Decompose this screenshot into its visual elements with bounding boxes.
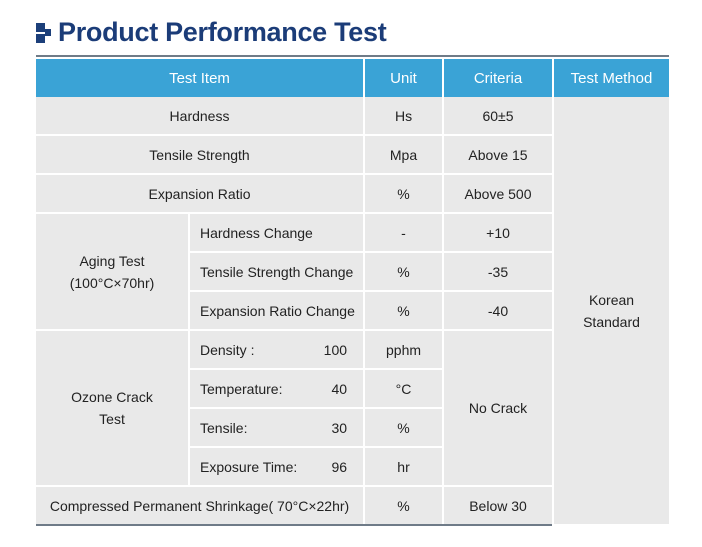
item-tensile-strength: Tensile Strength	[36, 135, 366, 175]
aging-unit: %	[364, 252, 445, 292]
test-method-line2: Standard	[583, 313, 640, 330]
title-divider	[36, 55, 669, 57]
ozone-value: 30	[331, 419, 348, 436]
table-row: Hardness Hs 60±5 Korean Standard	[36, 97, 670, 526]
performance-table: Test Item Unit Criteria Test Method Hard…	[36, 59, 670, 526]
ozone-label: Exposure Time:	[200, 458, 298, 475]
criteria-hardness: 60±5	[443, 97, 555, 136]
header-unit: Unit	[364, 59, 445, 97]
ozone-unit: pphm	[364, 330, 445, 370]
ozone-unit: %	[364, 408, 445, 448]
header-test-method: Test Method	[553, 59, 670, 97]
ozone-value: 40	[331, 380, 348, 397]
table-row: Ozone Crack Test Density : 100 pphm No C…	[36, 330, 669, 487]
criteria-tensile-strength: Above 15	[443, 135, 555, 175]
unit-tensile-strength: Mpa	[364, 135, 445, 175]
table-header-row: Test Item Unit Criteria Test Method	[36, 59, 670, 97]
aging-criteria: -35	[443, 252, 555, 292]
ozone-condition: Density : 100	[189, 330, 366, 370]
table-row: Aging Test (100°C×70hr) Hardness Change …	[36, 213, 669, 331]
page-title: Product Performance Test	[58, 16, 387, 47]
ozone-group-line2: Test	[99, 411, 125, 427]
bullet-squares-icon	[36, 21, 52, 43]
table-row: Tensile: 30 %	[36, 408, 669, 448]
ozone-value: 100	[323, 341, 348, 358]
aging-item: Hardness Change	[189, 213, 366, 253]
ozone-test-group: Ozone Crack Test	[36, 330, 190, 487]
aging-criteria: +10	[443, 213, 555, 253]
criteria-compressed-shrinkage: Below 30	[443, 486, 555, 526]
ozone-label: Density :	[200, 341, 255, 358]
ozone-unit: hr	[364, 447, 445, 487]
aging-item: Tensile Strength Change	[189, 252, 366, 292]
table-row: Expansion Ratio % Above 500	[36, 174, 669, 214]
ozone-unit: °C	[364, 369, 445, 409]
item-hardness: Hardness	[36, 97, 366, 136]
ozone-condition: Tensile: 30	[189, 408, 366, 448]
table-row: Tensile Strength Mpa Above 15	[36, 135, 669, 175]
ozone-condition: Exposure Time: 96	[189, 447, 366, 487]
ozone-condition: Temperature: 40	[189, 369, 366, 409]
table-row: Compressed Permanent Shrinkage( 70°C×22h…	[36, 486, 669, 526]
ozone-label: Temperature:	[200, 380, 283, 397]
item-compressed-shrinkage: Compressed Permanent Shrinkage( 70°C×22h…	[36, 486, 366, 526]
table-row: Exposure Time: 96 hr	[36, 447, 669, 487]
ozone-criteria: No Crack	[443, 330, 555, 487]
aging-unit: %	[364, 291, 445, 331]
item-expansion-ratio: Expansion Ratio	[36, 174, 366, 214]
ozone-value: 96	[331, 458, 348, 475]
aging-item: Expansion Ratio Change	[189, 291, 366, 331]
table-row: Tensile Strength Change % -35	[36, 252, 669, 292]
aging-test-group: Aging Test (100°C×70hr)	[36, 213, 190, 331]
table-row: Temperature: 40 °C	[36, 369, 669, 409]
criteria-expansion-ratio: Above 500	[443, 174, 555, 214]
aging-unit: -	[364, 213, 445, 253]
header-test-item: Test Item	[36, 59, 366, 97]
aging-group-line2: (100°C×70hr)	[69, 274, 155, 291]
test-method-line1: Korean	[588, 291, 635, 308]
ozone-group-line1: Ozone Crack	[71, 389, 153, 405]
test-method-cell: Korean Standard	[553, 97, 670, 526]
aging-criteria: -40	[443, 291, 555, 331]
unit-compressed-shrinkage: %	[364, 486, 445, 526]
page-title-block: Product Performance Test	[36, 14, 387, 50]
unit-hardness: Hs	[364, 97, 445, 136]
aging-group-line1: Aging Test	[79, 252, 145, 269]
table-row: Expansion Ratio Change % -40	[36, 291, 669, 331]
unit-expansion-ratio: %	[364, 174, 445, 214]
ozone-label: Tensile:	[200, 419, 248, 436]
header-criteria: Criteria	[443, 59, 555, 97]
